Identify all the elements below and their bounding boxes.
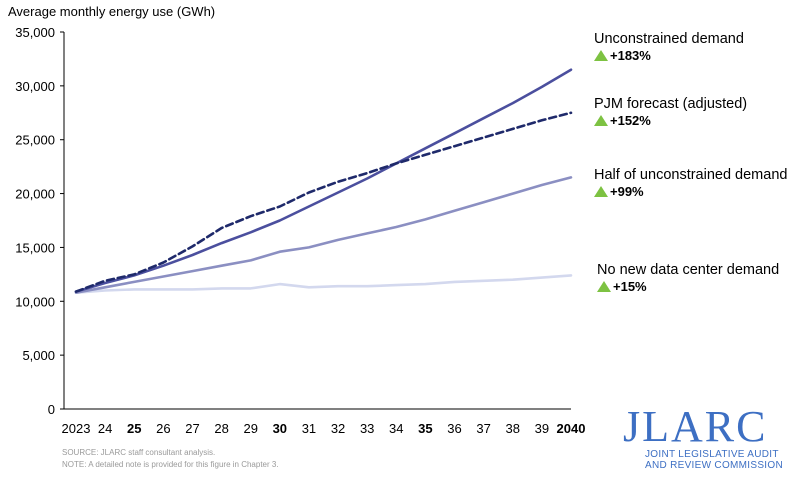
up-triangle-icon bbox=[594, 115, 608, 126]
series-line-pjm-forecast-adjusted bbox=[74, 111, 573, 293]
x-tick-label: 34 bbox=[389, 421, 403, 436]
y-tick-label: 20,000 bbox=[15, 187, 55, 202]
up-triangle-icon bbox=[594, 186, 608, 197]
x-tick-label: 26 bbox=[156, 421, 170, 436]
y-tick-label: 15,000 bbox=[15, 240, 55, 255]
x-tick-label: 39 bbox=[535, 421, 549, 436]
detail-note: NOTE: A detailed note is provided for th… bbox=[62, 460, 279, 469]
y-axis-title: Average monthly energy use (GWh) bbox=[8, 4, 216, 19]
legend-label: PJM forecast (adjusted) bbox=[594, 96, 748, 112]
x-tick-label: 36 bbox=[447, 421, 461, 436]
x-tick-label: 33 bbox=[360, 421, 374, 436]
legend-change-value: +99% bbox=[610, 184, 644, 199]
legend-item-unconstrained: Unconstrained demand +183% bbox=[594, 31, 744, 63]
x-tick-label: 31 bbox=[302, 421, 316, 436]
series-line-unconstrained-demand bbox=[74, 68, 573, 293]
x-tick-label: 24 bbox=[98, 421, 112, 436]
series-line-half-of-unconstrained-demand bbox=[74, 176, 573, 295]
x-tick-label: 32 bbox=[331, 421, 345, 436]
jlarc-logo: JLARC JOINT LEGISLATIVE AUDIT AND REVIEW… bbox=[623, 402, 783, 472]
legend-change-value: +152% bbox=[610, 113, 651, 128]
logo-line-2: AND REVIEW COMMISSION bbox=[645, 460, 783, 471]
legend-change-value: +183% bbox=[610, 48, 651, 63]
x-tick-label: 35 bbox=[418, 421, 432, 436]
up-triangle-icon bbox=[594, 50, 608, 61]
y-tick-label: 0 bbox=[48, 402, 55, 417]
legend-label: Unconstrained demand bbox=[594, 31, 744, 47]
legend-item-no-new-data-center: No new data center demand +15% bbox=[597, 262, 779, 294]
series-line-no-new-data-center-demand bbox=[74, 274, 573, 295]
legend-label: Half of unconstrained demand bbox=[594, 167, 788, 183]
x-tick-label: 2023 bbox=[62, 421, 91, 436]
source-note: SOURCE: JLARC staff consultant analysis. bbox=[62, 448, 216, 457]
y-tick-label: 25,000 bbox=[15, 133, 55, 148]
legend-label: No new data center demand bbox=[597, 262, 780, 278]
legend-item-pjm-forecast: PJM forecast (adjusted) +152% bbox=[594, 96, 747, 128]
x-tick-label: 25 bbox=[127, 421, 141, 436]
y-tick-label: 35,000 bbox=[15, 25, 55, 40]
x-tick-label: 29 bbox=[243, 421, 257, 436]
logo-line-1: JOINT LEGISLATIVE AUDIT bbox=[645, 449, 779, 460]
figure-notes: SOURCE: JLARC staff consultant analysis.… bbox=[62, 447, 279, 471]
x-tick-label: 2040 bbox=[557, 421, 586, 436]
y-tick-label: 10,000 bbox=[15, 294, 55, 309]
legend-change-value: +15% bbox=[613, 279, 647, 294]
up-triangle-icon bbox=[597, 281, 611, 292]
legend-item-half-unconstrained: Half of unconstrained demand +99% bbox=[594, 167, 787, 199]
x-tick-label: 28 bbox=[214, 421, 228, 436]
x-tick-label: 30 bbox=[273, 421, 287, 436]
x-tick-label: 37 bbox=[476, 421, 490, 436]
x-tick-label: 38 bbox=[506, 421, 520, 436]
y-tick-label: 5,000 bbox=[22, 348, 55, 363]
x-tick-label: 27 bbox=[185, 421, 199, 436]
logo-wordmark: JLARC bbox=[623, 402, 768, 451]
y-tick-label: 30,000 bbox=[15, 79, 55, 94]
